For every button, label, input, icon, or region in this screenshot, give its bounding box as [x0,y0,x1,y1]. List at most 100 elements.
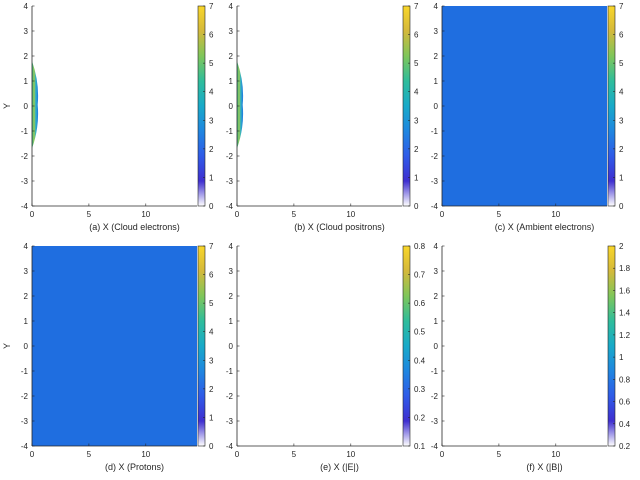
colorbar [607,245,616,447]
y-tick-label: -1 [226,127,234,136]
y-tick-label: 0 [229,102,234,111]
cloud-region [237,61,244,149]
y-tick-label: -2 [21,392,29,401]
colorbar-tick-label: 2 [209,385,214,394]
y-tick-label: 0 [24,102,29,111]
colorbar-tick-label: 0.1 [414,442,426,451]
colorbar-tick-label: 1 [619,173,624,182]
y-tick-label: -4 [431,442,439,451]
colorbar-tick-label: 3 [414,116,419,125]
colorbar-tick-label: 1 [619,353,624,362]
y-tick-label: -3 [226,177,234,186]
colorbar-tick-label: 0.3 [414,385,426,394]
colorbar-tick-label: 5 [209,299,214,308]
colorbar [197,245,206,447]
y-tick-label: 4 [24,2,29,11]
y-tick-label: -4 [21,202,29,211]
colorbar-tick-label: 7 [619,2,624,11]
y-tick-label: 2 [24,292,29,301]
y-tick-label: 2 [434,52,439,61]
colorbar-tick-label: 0.4 [414,356,426,365]
y-tick-label: 3 [434,27,439,36]
colorbar-tick-label: 2 [619,145,624,154]
y-tick-label: 1 [24,77,29,86]
y-tick-label: 1 [434,77,439,86]
colorbar-tick-label: 7 [209,242,214,251]
x-tick-label: 10 [141,210,150,219]
y-tick-label: 0 [24,342,29,351]
colorbar-tick-label: 7 [414,2,419,11]
panel-caption: (b) X (Cloud positrons) [294,222,385,232]
y-tick-label: -3 [431,177,439,186]
colorbar-tick-label: 0.5 [414,328,426,337]
y-tick-label: 3 [24,267,29,276]
colorbar-tick-label: 0.2 [619,442,631,451]
y-tick-label: 4 [229,2,234,11]
y-tick-label: -1 [21,367,29,376]
x-tick-label: 10 [141,450,150,459]
panel-caption: (d) X (Protons) [105,462,164,472]
y-tick-label: 0 [434,102,439,111]
y-tick-label: -3 [431,417,439,426]
y-axis-label: Y [2,103,12,109]
x-tick-label: 10 [551,450,560,459]
colorbar [197,5,206,207]
colorbar-tick-label: 0 [414,202,419,211]
y-tick-label: 4 [229,242,234,251]
y-tick-label: -1 [431,367,439,376]
panel-caption: (f) X (|B|) [526,462,562,472]
y-tick-label: 3 [229,267,234,276]
colorbar-tick-label: 4 [414,88,419,97]
colorbar-tick-label: 1.2 [619,331,631,340]
x-tick-label: 10 [551,210,560,219]
y-tick-label: -2 [226,152,234,161]
y-tick-label: -3 [21,177,29,186]
x-tick-label: 10 [346,450,355,459]
colorbar-tick-label: 0.6 [414,299,426,308]
colorbar-tick-label: 6 [414,31,419,40]
colorbar-tick-label: 0.4 [619,420,631,429]
x-tick-label: 5 [87,450,92,459]
x-tick-label: 0 [235,450,240,459]
colorbar-tick-label: 0 [209,442,214,451]
y-tick-label: -1 [21,127,29,136]
y-tick-label: 1 [434,317,439,326]
colorbar-tick-label: 4 [209,88,214,97]
y-axis-label: Y [2,343,12,349]
y-tick-label: -2 [431,392,439,401]
y-tick-label: -1 [226,367,234,376]
colorbar-tick-label: 5 [414,59,419,68]
y-tick-label: 4 [434,2,439,11]
colorbar-tick-label: 4 [619,88,624,97]
panel-caption: (e) X (|E|) [320,462,359,472]
colorbar-tick-label: 1.8 [619,264,631,273]
colorbar-tick-label: 5 [619,59,624,68]
x-tick-label: 5 [292,450,297,459]
y-tick-label: -4 [431,202,439,211]
colorbar [402,5,411,207]
colorbar-tick-label: 4 [209,328,214,337]
y-tick-label: 1 [229,317,234,326]
colorbar-tick-label: 0.8 [619,375,631,384]
x-tick-label: 0 [235,210,240,219]
x-tick-label: 5 [497,210,502,219]
x-tick-label: 5 [292,210,297,219]
colorbar-tick-label: 3 [209,116,214,125]
x-tick-label: 0 [440,210,445,219]
y-tick-label: 0 [229,342,234,351]
x-tick-label: 0 [30,450,35,459]
x-tick-label: 5 [87,210,92,219]
colorbar-tick-label: 2 [414,145,419,154]
colorbar-tick-label: 3 [209,356,214,365]
colorbar-tick-label: 1.4 [619,309,631,318]
y-tick-label: 4 [24,242,29,251]
colorbar-tick-label: 1 [209,413,214,422]
colorbar-tick-label: 1.6 [619,286,631,295]
colorbar-tick-label: 1 [209,173,214,182]
y-tick-label: -4 [21,442,29,451]
